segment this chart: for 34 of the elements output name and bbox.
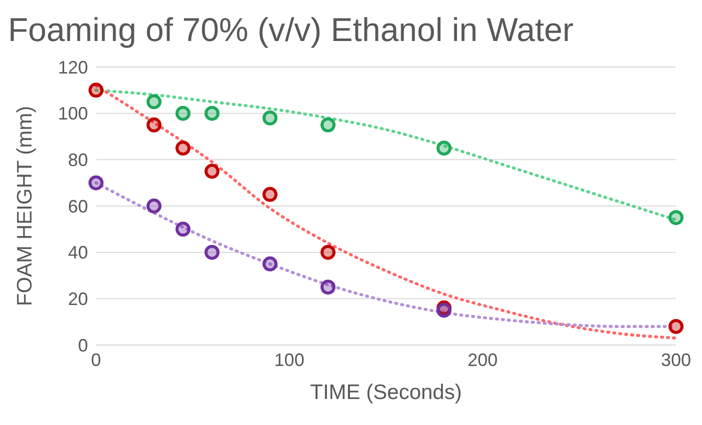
- point: [176, 106, 190, 121]
- point: [204, 106, 220, 121]
- y-tick-label: 100: [58, 104, 88, 124]
- x-tick-label: 300: [660, 350, 692, 370]
- point: [204, 164, 220, 179]
- point: [668, 318, 684, 334]
- point: [668, 210, 684, 226]
- y-axis-title: FOAM HEIGHT (mm): [13, 106, 36, 306]
- point: [146, 117, 162, 132]
- point: [436, 140, 452, 156]
- y-tick-label: 20: [68, 289, 88, 310]
- x-tick-label: 100: [274, 350, 304, 370]
- point: [262, 110, 278, 126]
- point: [320, 117, 336, 132]
- x-tick-label: 0: [90, 350, 102, 370]
- x-tick-label: 200: [468, 350, 498, 370]
- chart-title: Foaming of 70% (v/v) Ethanol in Water: [8, 10, 575, 50]
- point: [262, 186, 278, 202]
- y-tick-label: 60: [68, 196, 88, 216]
- point: [146, 198, 162, 214]
- y-tick-label: 120: [58, 57, 88, 78]
- point: [204, 244, 220, 260]
- point: [262, 256, 278, 272]
- x-axis-title: TIME (Seconds): [310, 381, 462, 404]
- point: [320, 244, 336, 260]
- point: [176, 222, 190, 237]
- point: [320, 280, 336, 295]
- y-tick-label: 40: [68, 242, 88, 263]
- point: [88, 175, 104, 190]
- y-tick-label: 80: [68, 150, 88, 170]
- point: [88, 82, 104, 98]
- point: [176, 140, 190, 156]
- point: [146, 94, 162, 110]
- y-tick-label: 0: [78, 335, 88, 356]
